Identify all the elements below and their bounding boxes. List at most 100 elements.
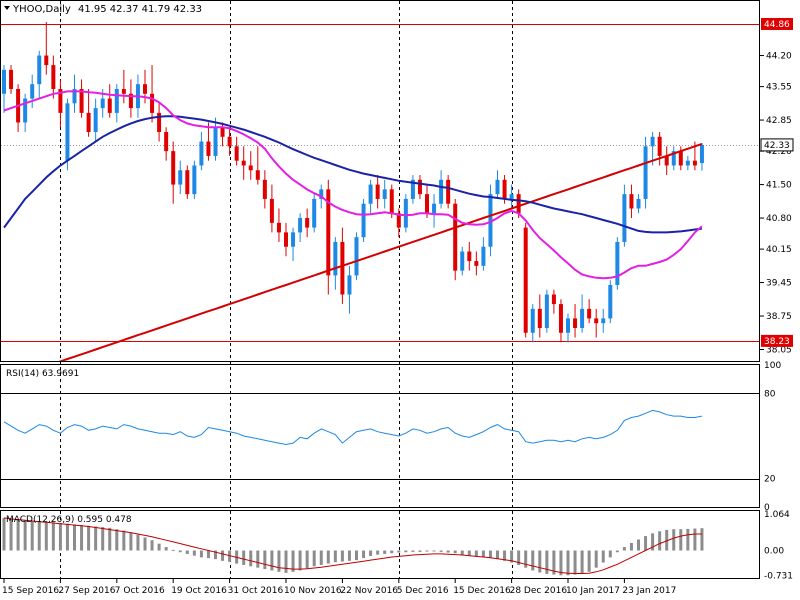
candle-75[interactable] (530, 304, 535, 343)
candle-49[interactable] (347, 265, 352, 314)
candle-95[interactable] (671, 146, 676, 171)
symbol-dropdown-icon[interactable] (4, 6, 10, 10)
candle-70[interactable] (495, 170, 500, 199)
candle-82[interactable] (580, 294, 585, 333)
candle-90[interactable] (636, 194, 641, 214)
rsi-panel[interactable] (0, 364, 760, 508)
candle-12[interactable] (86, 88, 91, 137)
candle-26[interactable] (185, 165, 190, 199)
candle-38[interactable] (269, 184, 274, 233)
candle-32[interactable] (227, 127, 232, 156)
candle-body (284, 232, 288, 247)
candle-body (566, 318, 570, 333)
price-panel[interactable] (0, 0, 760, 362)
candle-47[interactable] (333, 237, 338, 290)
candle-85[interactable] (601, 308, 606, 333)
macd-bar-20 (143, 537, 147, 551)
candle-18[interactable] (128, 79, 133, 118)
candle-34[interactable] (241, 146, 246, 180)
candle-97[interactable] (685, 155, 690, 171)
candle-9[interactable] (65, 98, 70, 171)
candle-27[interactable] (192, 160, 197, 199)
candle-22[interactable] (157, 103, 162, 142)
candle-40[interactable] (284, 222, 288, 257)
candle-5[interactable] (37, 50, 42, 99)
candle-63[interactable] (446, 175, 451, 209)
candle-67[interactable] (474, 251, 479, 276)
candle-body (276, 222, 281, 233)
candle-28[interactable] (199, 132, 204, 171)
macd-bar-0 (2, 517, 6, 551)
candle-0[interactable] (2, 65, 6, 113)
candle-25[interactable] (178, 160, 183, 195)
candle-21[interactable] (150, 65, 155, 123)
candle-80[interactable] (566, 313, 570, 343)
candle-41[interactable] (291, 227, 296, 262)
candle-35[interactable] (248, 151, 253, 180)
candle-11[interactable] (79, 79, 84, 118)
candle-68[interactable] (481, 237, 486, 271)
candle-94[interactable] (664, 146, 669, 176)
candle-91[interactable] (643, 136, 648, 209)
candle-43[interactable] (305, 208, 310, 238)
candle-93[interactable] (657, 132, 662, 166)
candle-81[interactable] (573, 304, 578, 338)
candle-87[interactable] (615, 237, 620, 290)
candle-33[interactable] (234, 136, 239, 166)
macd-bar-12 (87, 525, 91, 551)
candle-29[interactable] (206, 122, 211, 161)
candle-16[interactable] (114, 84, 119, 123)
candle-body (121, 88, 126, 94)
candle-39[interactable] (276, 208, 281, 242)
candle-89[interactable] (629, 184, 634, 219)
candle-3[interactable] (23, 93, 28, 133)
candle-65[interactable] (460, 246, 465, 276)
macd-bar-95 (672, 529, 676, 551)
candle-50[interactable] (354, 232, 359, 281)
candle-56[interactable] (396, 208, 401, 238)
candle-8[interactable] (58, 79, 63, 128)
candle-83[interactable] (587, 299, 592, 324)
candle-76[interactable] (537, 294, 542, 338)
candle-66[interactable] (467, 241, 472, 271)
candle-57[interactable] (403, 194, 408, 233)
rsi-tick-label: 100 (764, 361, 781, 371)
candle-52[interactable] (368, 179, 373, 214)
candle-74[interactable] (523, 222, 528, 338)
candle-36[interactable] (255, 146, 260, 185)
candle-54[interactable] (382, 179, 387, 209)
macd-panel[interactable] (0, 510, 760, 579)
candle-7[interactable] (51, 55, 56, 99)
candle-62[interactable] (439, 170, 444, 209)
candle-72[interactable] (509, 184, 514, 209)
candle-77[interactable] (544, 289, 549, 333)
candle-42[interactable] (298, 213, 303, 242)
candle-30[interactable] (213, 117, 218, 161)
candle-51[interactable] (361, 198, 366, 242)
candle-78[interactable] (551, 289, 556, 314)
candle-88[interactable] (622, 184, 627, 247)
candle-64[interactable] (453, 198, 458, 281)
candle-1[interactable] (9, 65, 14, 94)
candle-58[interactable] (410, 175, 415, 204)
candle-37[interactable] (262, 170, 267, 209)
candle-44[interactable] (312, 194, 317, 233)
candle-10[interactable] (72, 74, 77, 113)
candle-79[interactable] (558, 299, 563, 343)
candle-24[interactable] (171, 141, 176, 204)
candle-84[interactable] (594, 308, 599, 338)
macd-bar-99 (700, 528, 704, 551)
candle-46[interactable] (326, 179, 331, 295)
candle-86[interactable] (608, 280, 613, 324)
candle-13[interactable] (93, 98, 98, 142)
candle-17[interactable] (121, 69, 126, 104)
candle-6[interactable] (44, 22, 49, 75)
candle-59[interactable] (417, 175, 422, 199)
candle-99[interactable] (699, 143, 704, 171)
candle-23[interactable] (164, 127, 169, 161)
candle-61[interactable] (432, 194, 437, 228)
candle-15[interactable] (107, 84, 112, 118)
candle-53[interactable] (375, 175, 380, 209)
candle-4[interactable] (30, 74, 35, 109)
